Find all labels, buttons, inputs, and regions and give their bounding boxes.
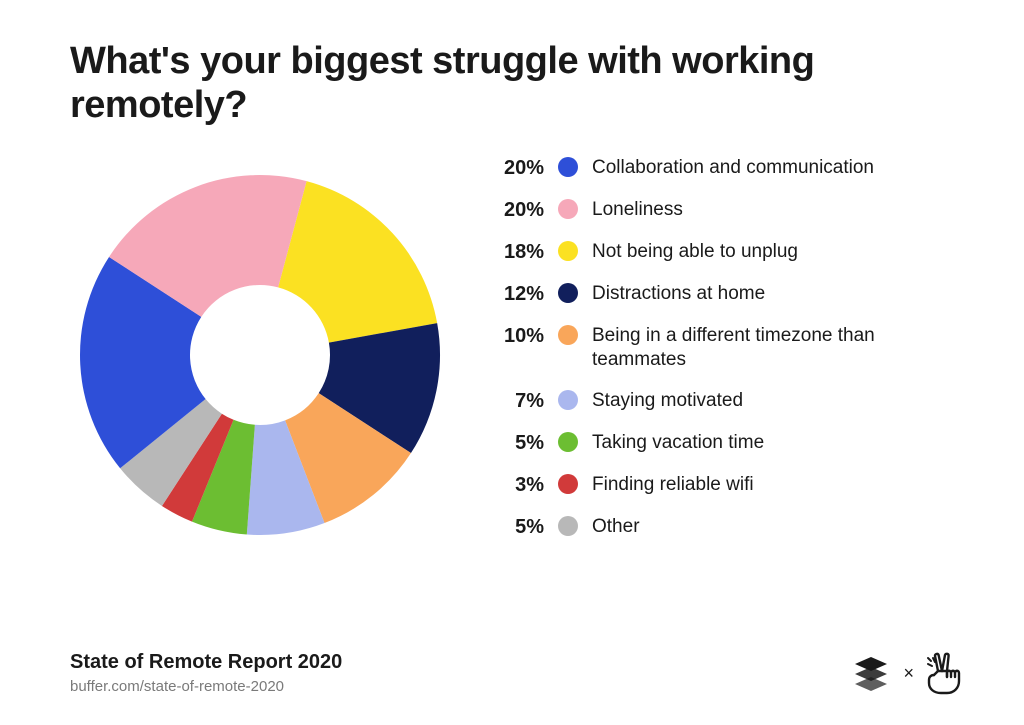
legend-percent: 18% bbox=[490, 239, 544, 265]
legend-label: Staying motivated bbox=[592, 388, 743, 413]
legend-item: 18% Not being able to unplug bbox=[490, 239, 964, 265]
footer-title: State of Remote Report 2020 bbox=[70, 651, 342, 674]
legend-label: Collaboration and communication bbox=[592, 155, 874, 180]
legend-color-dot bbox=[558, 390, 578, 410]
legend-item: 20% Collaboration and communication bbox=[490, 155, 964, 181]
legend-item: 7% Staying motivated bbox=[490, 388, 964, 414]
legend-label: Other bbox=[592, 514, 640, 539]
legend-percent: 10% bbox=[490, 323, 544, 349]
legend-color-dot bbox=[558, 157, 578, 177]
footer-url: buffer.com/state-of-remote-2020 bbox=[70, 678, 342, 695]
peace-hand-icon bbox=[926, 651, 964, 695]
legend-item: 20% Loneliness bbox=[490, 197, 964, 223]
legend-label: Distractions at home bbox=[592, 281, 765, 306]
legend-percent: 12% bbox=[490, 281, 544, 307]
legend-label: Being in a different timezone than teamm… bbox=[592, 323, 932, 372]
legend-label: Finding reliable wifi bbox=[592, 472, 754, 497]
legend-percent: 3% bbox=[490, 472, 544, 498]
legend-color-dot bbox=[558, 516, 578, 536]
footer-logos: × bbox=[851, 651, 964, 695]
chart-title: What's your biggest struggle with workin… bbox=[70, 40, 850, 127]
legend-percent: 5% bbox=[490, 430, 544, 456]
legend-label: Taking vacation time bbox=[592, 430, 764, 455]
legend-color-dot bbox=[558, 199, 578, 219]
legend-percent: 20% bbox=[490, 197, 544, 223]
legend-item: 12% Distractions at home bbox=[490, 281, 964, 307]
legend-percent: 20% bbox=[490, 155, 544, 181]
legend-label: Not being able to unplug bbox=[592, 239, 798, 264]
legend-percent: 7% bbox=[490, 388, 544, 414]
legend-item: 5% Other bbox=[490, 514, 964, 540]
donut-chart bbox=[70, 155, 450, 550]
legend-item: 10% Being in a different timezone than te… bbox=[490, 323, 964, 372]
legend-color-dot bbox=[558, 283, 578, 303]
buffer-logo-icon bbox=[851, 653, 891, 693]
legend-color-dot bbox=[558, 325, 578, 345]
legend-color-dot bbox=[558, 241, 578, 261]
legend-item: 3% Finding reliable wifi bbox=[490, 472, 964, 498]
legend: 20% Collaboration and communication 20% Lon… bbox=[490, 155, 964, 540]
logo-separator: × bbox=[903, 663, 914, 684]
legend-color-dot bbox=[558, 474, 578, 494]
legend-item: 5% Taking vacation time bbox=[490, 430, 964, 456]
legend-color-dot bbox=[558, 432, 578, 452]
donut-slice bbox=[278, 182, 437, 343]
legend-percent: 5% bbox=[490, 514, 544, 540]
legend-label: Loneliness bbox=[592, 197, 683, 222]
